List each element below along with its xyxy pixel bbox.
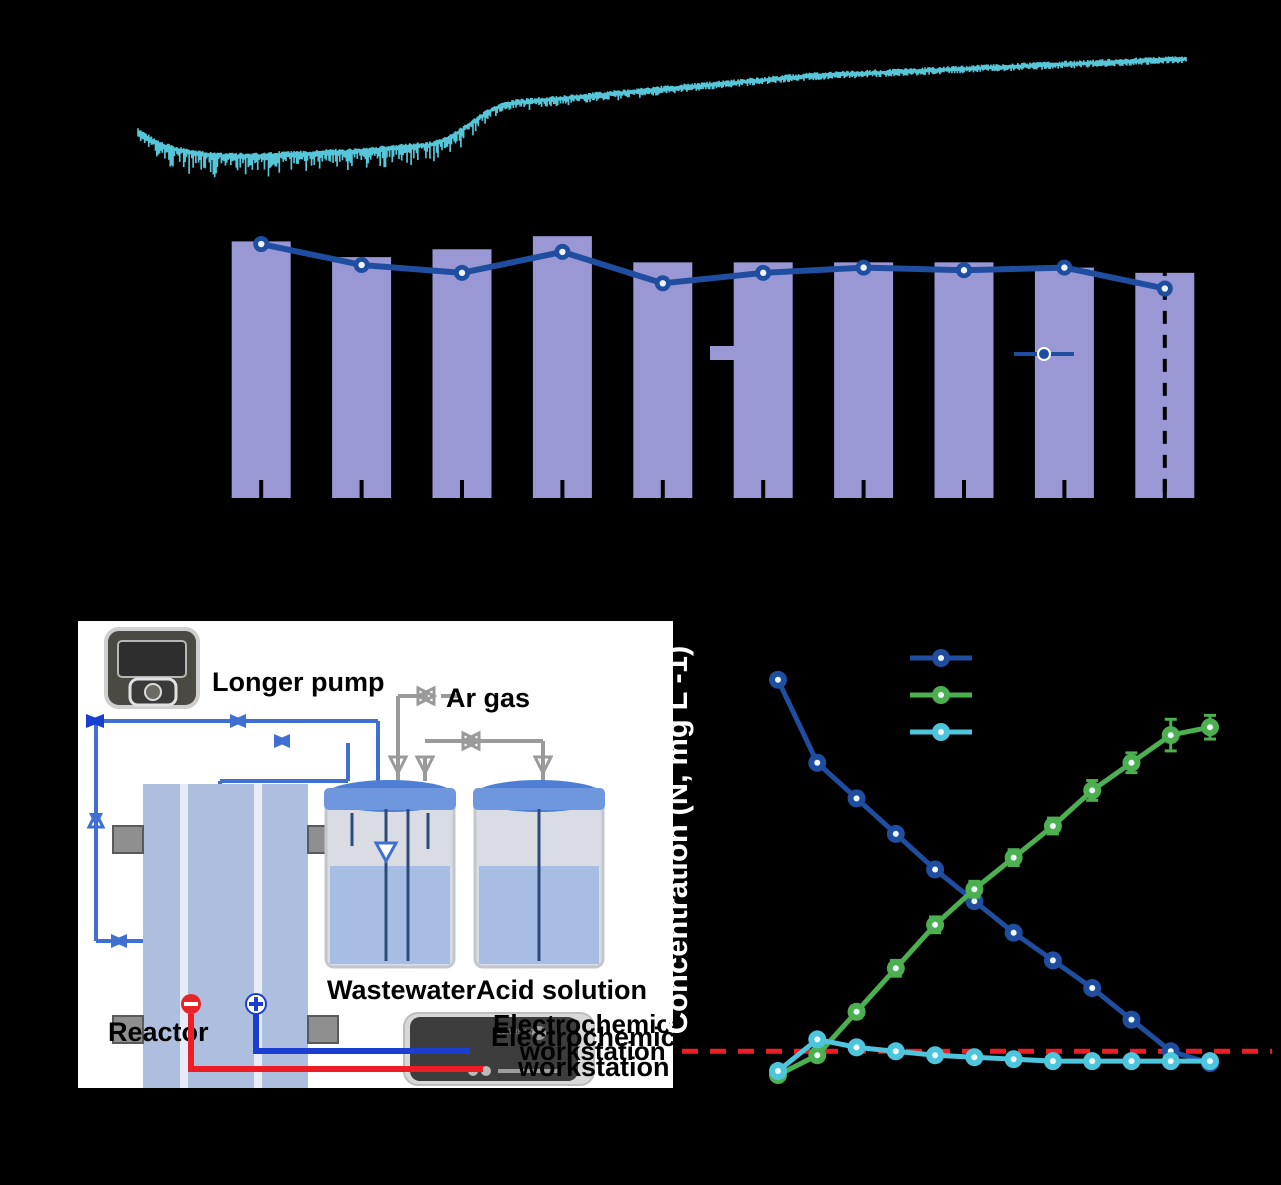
chronoamperometry-panel	[0, 0, 1281, 180]
concentration-panel	[660, 620, 1281, 1090]
chronoamperometry-chart	[137, 56, 1187, 178]
bar	[1034, 267, 1094, 498]
acid-beaker	[473, 780, 605, 969]
gas-valves	[387, 685, 554, 777]
acid-solution-label: Acid solution	[476, 975, 647, 1005]
longer-pump-device	[104, 627, 200, 709]
bar	[432, 249, 492, 498]
cathode-terminal	[181, 994, 201, 1014]
bar	[633, 262, 693, 498]
ar-gas-label: Ar gas	[446, 683, 530, 713]
legend-line-marker	[1037, 347, 1051, 361]
wastewater-beaker	[324, 780, 456, 969]
reactor-schematic: Longer pump	[86, 627, 673, 1088]
bar	[532, 236, 592, 498]
line-overlay-series	[253, 236, 1173, 297]
bar	[332, 257, 392, 498]
anode-terminal	[245, 993, 267, 1015]
bar-line-panel	[0, 160, 1281, 560]
workstation-label-line2: workstation	[517, 1052, 670, 1082]
workstation-brand-text: FJUWRSINO	[493, 1029, 535, 1036]
workstation-label-line1: Electrochemical	[491, 1022, 673, 1052]
current-density-trace	[137, 56, 1187, 178]
concentration-series-group	[769, 670, 1219, 1084]
x-axis-ticks	[259, 480, 1167, 498]
reactor-schematic-panel: Longer pump	[78, 621, 673, 1088]
concentration-legend	[910, 649, 972, 741]
concentration-chart	[682, 649, 1272, 1084]
bar	[834, 262, 894, 498]
legend-bar-swatch	[710, 346, 768, 360]
pump-label: Longer pump	[212, 667, 384, 697]
series-line	[776, 1036, 1210, 1073]
series-line	[776, 724, 1211, 1078]
flow-valves	[86, 714, 290, 948]
anode-wire	[253, 1014, 470, 1054]
cathode-wire	[188, 1014, 483, 1072]
reactor-stack	[112, 784, 339, 1088]
bar	[733, 262, 793, 498]
wastewater-label: Wastewater	[327, 975, 477, 1005]
bar-chart-legend	[710, 346, 1074, 361]
bar	[231, 241, 291, 498]
bar	[934, 262, 994, 498]
bar-line-chart	[231, 236, 1195, 498]
